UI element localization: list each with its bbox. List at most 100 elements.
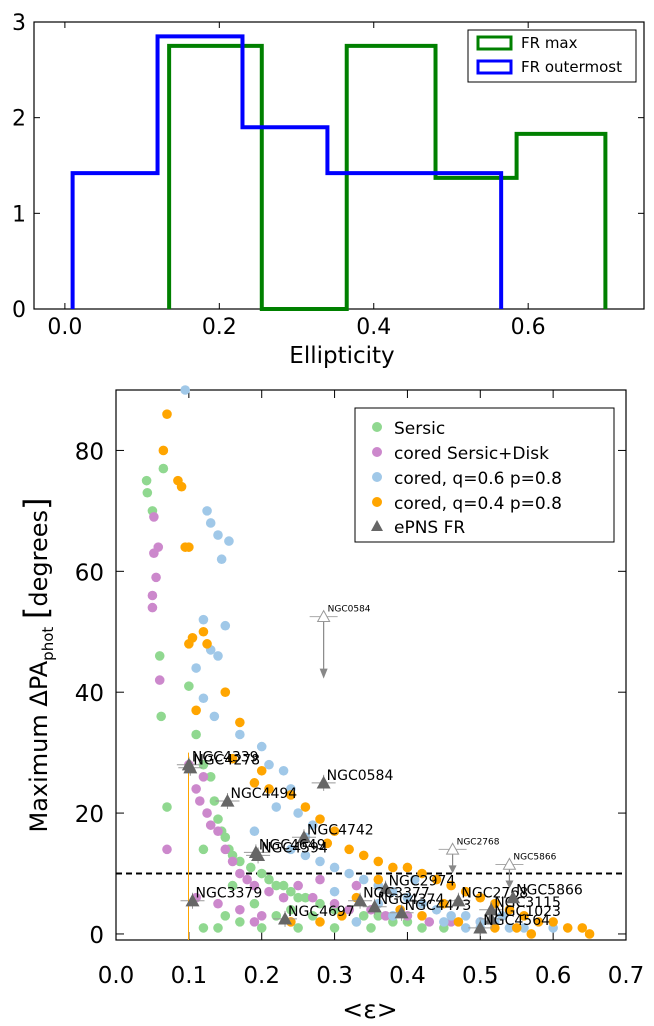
- x-label-symbol: ε: [363, 995, 377, 1024]
- histogram-x-tick-label: 0.4: [356, 315, 391, 340]
- point-sersic: [245, 862, 256, 873]
- point-sersic: [220, 911, 231, 921]
- point-cored-q-0-4-p-0-8: [460, 886, 471, 897]
- point-cored-q-0-4-p-0-8: [202, 639, 212, 649]
- y-label-main: Maximum ΔPA: [25, 660, 53, 832]
- point-cored-q-0-6-p-0-8: [220, 620, 231, 631]
- point-cored-q-0-6-p-0-8: [307, 820, 318, 830]
- point-cored-q-0-4-p-0-8: [344, 844, 354, 855]
- point-cored-q-0-4-p-0-8: [439, 898, 449, 909]
- point-sersic: [249, 898, 260, 909]
- histogram-y-tick-label: 1: [12, 202, 26, 227]
- point-cored-q-0-6-p-0-8: [446, 911, 456, 921]
- point-cored-q-0-4-p-0-8: [402, 862, 413, 873]
- point-cored-sersic-disk: [249, 880, 260, 891]
- point-cored-q-0-4-p-0-8: [548, 917, 558, 927]
- histogram-x-tick-label: 0.0: [47, 315, 82, 340]
- point-sersic: [293, 923, 303, 933]
- scatter-x-tick-label: 0.4: [389, 963, 426, 989]
- point-cored-q-0-4-p-0-8: [533, 917, 544, 927]
- epns-fr-label: NGC4649: [259, 837, 326, 853]
- epns-fr-marker: [296, 830, 311, 843]
- epns-fr-marker: [506, 890, 521, 904]
- point-cored-q-0-6-p-0-8: [497, 911, 507, 921]
- point-sersic: [205, 772, 216, 782]
- legend-label-epns-fr: ePNS FR: [394, 518, 465, 538]
- point-cored-q-0-4-p-0-8: [198, 626, 209, 637]
- point-sersic: [417, 923, 427, 933]
- point-cored-q-0-4-p-0-8: [526, 929, 537, 939]
- point-cored-q-0-4-p-0-8: [227, 753, 238, 764]
- scatter-x-tick-label: 0.1: [171, 963, 208, 989]
- epns-fr-label: NGC0584: [327, 768, 394, 784]
- point-cored-q-0-4-p-0-8: [337, 911, 347, 921]
- point-cored-q-0-4-p-0-8: [417, 911, 427, 921]
- point-cored-sersic-disk: [191, 784, 201, 794]
- point-cored-q-0-6-p-0-8: [256, 741, 267, 752]
- point-cored-q-0-6-p-0-8: [216, 554, 227, 565]
- epns-fr-marker: [378, 881, 393, 895]
- legend-label-fr-outermost: FR outermost: [521, 58, 622, 76]
- point-cored-sersic-disk: [162, 844, 172, 855]
- point-sersic: [156, 711, 166, 722]
- point-cored-q-0-6-p-0-8: [180, 385, 191, 395]
- point-cored-q-0-4-p-0-8: [358, 850, 369, 861]
- point-sersic: [315, 898, 325, 909]
- point-cored-q-0-4-p-0-8: [475, 892, 486, 903]
- scatter-x-tick-label: 0.0: [98, 963, 135, 989]
- point-cored-sersic-disk: [242, 874, 252, 885]
- point-cored-q-0-6-p-0-8: [286, 844, 296, 855]
- point-cored-q-0-6-p-0-8: [264, 759, 274, 770]
- x-label-right: >: [377, 995, 398, 1024]
- point-sersic: [235, 856, 245, 867]
- point-cored-sersic-disk: [315, 874, 325, 885]
- epns-fr-label: NGC4594: [261, 840, 328, 856]
- legend-marker-cored-q04: [372, 497, 382, 507]
- point-cored-sersic-disk: [149, 512, 159, 522]
- histogram-step-fr-outermost: [70, 34, 504, 309]
- point-cored-sersic-disk: [235, 904, 245, 915]
- point-cored-sersic-disk: [147, 602, 158, 613]
- point-cored-q-0-4-p-0-8: [256, 765, 267, 776]
- histogram-step-fr-max: [167, 43, 608, 311]
- legend-swatch-fr-max: [476, 35, 513, 51]
- scatter-y-tick-label: 20: [75, 802, 104, 828]
- point-cored-q-0-6-p-0-8: [198, 614, 209, 625]
- open-marker-label: NGC0584: [328, 605, 371, 615]
- point-sersic: [329, 923, 340, 933]
- point-cored-sersic-disk: [153, 542, 164, 552]
- scatter-y-tick-label: 60: [75, 560, 104, 586]
- point-cored-sersic-disk: [293, 880, 303, 891]
- point-cored-q-0-6-p-0-8: [519, 923, 529, 933]
- point-cored-sersic-disk: [424, 917, 435, 927]
- point-cored-sersic-disk: [351, 880, 362, 891]
- legend-label-sersic: Sersic: [394, 419, 445, 439]
- point-cored-q-0-6-p-0-8: [213, 651, 223, 661]
- legend-swatch-fr-outermost: [476, 59, 513, 75]
- point-cored-sersic-disk: [205, 820, 216, 830]
- point-cored-q-0-6-p-0-8: [278, 765, 289, 776]
- epns-fr-label: NGC4564: [483, 913, 550, 929]
- point-cored-q-0-4-p-0-8: [184, 542, 194, 552]
- point-cored-q-0-6-p-0-8: [460, 923, 471, 933]
- point-cored-q-0-4-p-0-8: [220, 687, 231, 697]
- point-cored-q-0-6-p-0-8: [409, 874, 420, 885]
- legend-label-cored-q04: cored, q=0.4 p=0.8: [394, 494, 562, 514]
- point-cored-q-0-4-p-0-8: [184, 639, 194, 649]
- point-cored-sersic-disk: [147, 590, 158, 601]
- epns-fr-label: NGC4278: [193, 753, 260, 769]
- point-cored-q-0-4-p-0-8: [158, 445, 169, 456]
- point-cored-q-0-4-p-0-8: [446, 880, 456, 891]
- histogram-x-tick-label: 0.6: [511, 315, 546, 340]
- point-cored-q-0-6-p-0-8: [460, 911, 471, 921]
- point-cored-q-0-6-p-0-8: [504, 923, 515, 933]
- point-cored-q-0-4-p-0-8: [264, 784, 274, 794]
- point-sersic: [227, 880, 238, 891]
- point-cored-q-0-6-p-0-8: [202, 506, 212, 516]
- point-cored-sersic-disk: [220, 844, 231, 855]
- point-cored-q-0-6-p-0-8: [351, 917, 362, 927]
- point-sersic: [191, 729, 201, 740]
- point-cored-sersic-disk: [213, 898, 223, 909]
- y-label-subscript: phot: [39, 627, 57, 661]
